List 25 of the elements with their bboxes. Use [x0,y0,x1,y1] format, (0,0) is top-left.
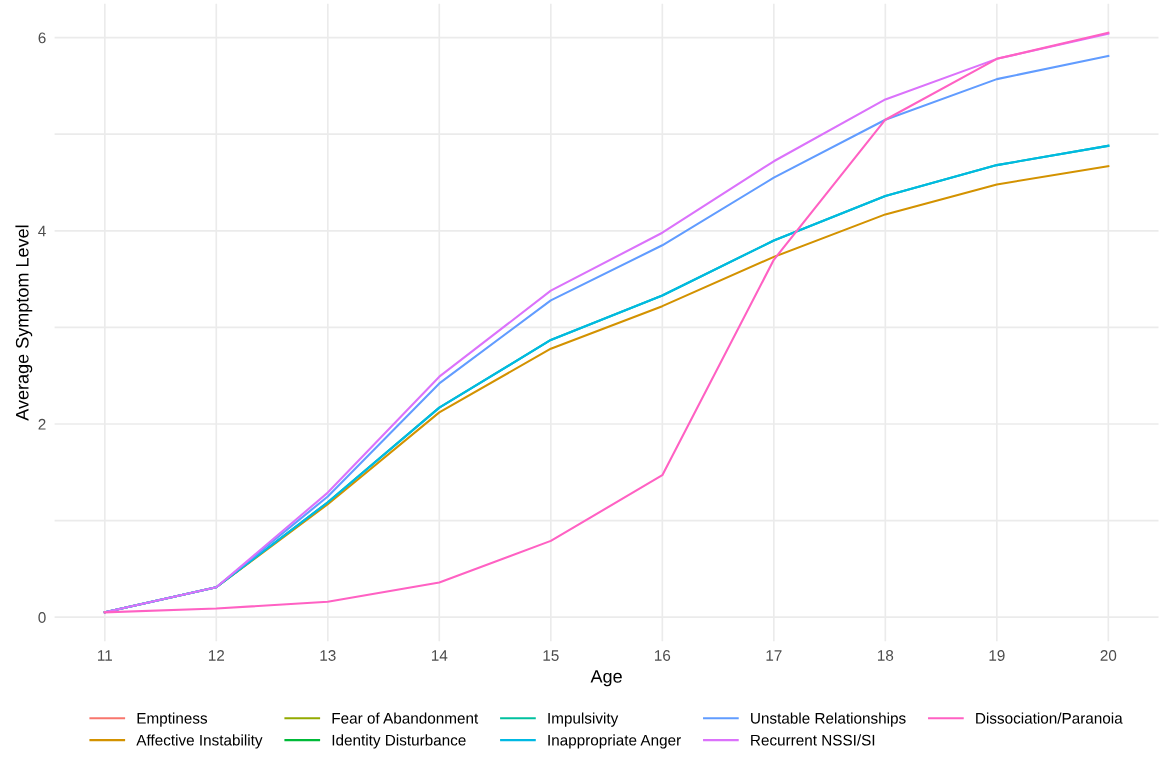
legend-label: Identity Disturbance [332,734,466,749]
y-tick-label: 6 [38,32,46,44]
x-tick-label: 14 [431,650,448,661]
x-tick-label: 19 [989,650,1005,661]
legend-label: Unstable Relationships [751,712,906,727]
y-axis-title: Average Symptom Level [15,225,33,421]
legend-label: Inappropriate Anger [548,734,681,749]
legend-label: Dissociation/Paranoia [976,712,1123,724]
x-tick-label: 11 [98,650,112,661]
x-tick-label: 17 [766,650,782,661]
x-tick-label: 18 [878,650,894,661]
legend-label: Affective Instability [136,734,263,749]
y-tick-label: 0 [38,612,46,623]
legend-label: Recurrent NSSI/SI [751,734,875,746]
x-tick-label: 13 [320,650,336,661]
x-tick-label: 16 [654,650,671,661]
x-tick-label: 12 [208,650,225,661]
y-tick-label: 4 [38,225,46,237]
x-tick-label: 15 [543,650,559,661]
y-tick-label: 2 [38,418,46,430]
legend-label: Impulsivity [548,712,619,727]
legend-label: Fear of Abandonment [332,712,479,724]
x-axis-title: Age [590,670,622,687]
legend-label: Emptiness [137,712,208,727]
x-tick-label: 20 [1100,650,1117,661]
